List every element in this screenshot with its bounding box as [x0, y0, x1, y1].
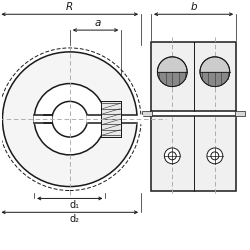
Circle shape [52, 102, 88, 137]
Bar [86, 115, 142, 123]
Circle shape [158, 57, 187, 86]
Text: R: R [66, 2, 74, 12]
Bar [34, 115, 51, 123]
Bar [151, 42, 236, 190]
Wedge shape [158, 72, 187, 86]
Text: b: b [190, 2, 197, 12]
Text: d₁: d₁ [70, 200, 80, 210]
Circle shape [200, 57, 230, 86]
Text: a: a [94, 18, 101, 28]
Text: d₂: d₂ [70, 214, 80, 224]
Circle shape [2, 52, 137, 186]
Circle shape [207, 148, 223, 164]
Circle shape [34, 84, 106, 155]
Circle shape [164, 148, 180, 164]
Bar [151, 111, 236, 116]
Bar [102, 102, 121, 137]
Bar [142, 111, 152, 116]
Wedge shape [200, 72, 230, 86]
Bar [235, 111, 245, 116]
Bar [102, 102, 121, 137]
